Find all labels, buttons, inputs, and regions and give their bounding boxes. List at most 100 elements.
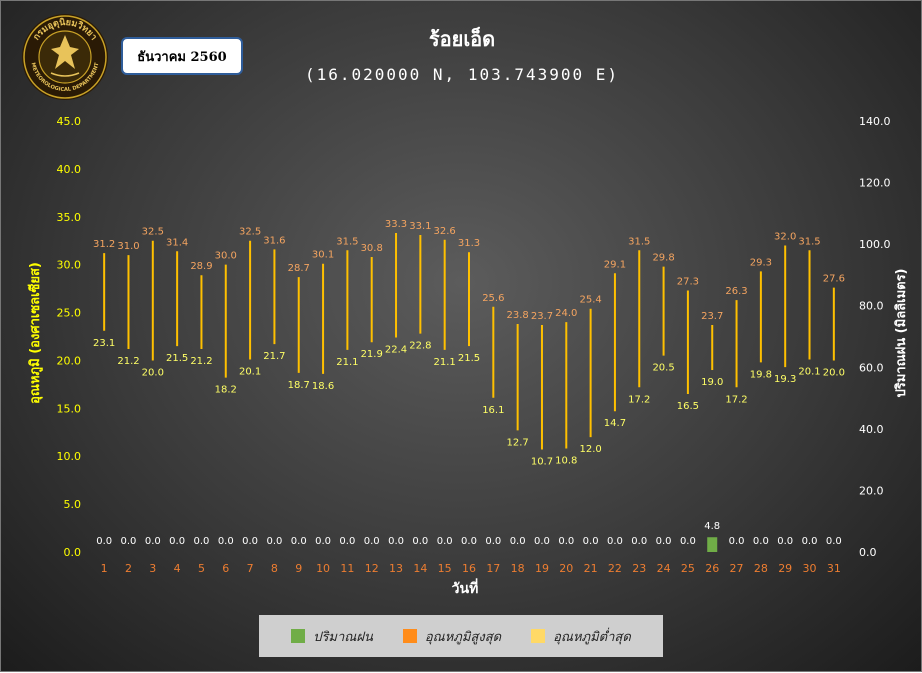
rain-value-label: 0.0: [729, 536, 745, 547]
min-temp-label: 21.5: [458, 353, 480, 364]
x-tick-label: 7: [247, 562, 254, 575]
legend-item-min: อุณหภูมิต่ำสุด: [531, 626, 631, 647]
legend-label-max: อุณหภูมิสูงสุด: [424, 629, 502, 645]
min-temp-label: 19.8: [750, 369, 772, 380]
legend-swatch-min: [531, 629, 546, 643]
rain-value-label: 0.0: [826, 536, 842, 547]
x-tick-label: 9: [295, 562, 302, 575]
x-tick-label: 8: [271, 562, 278, 575]
rain-value-label: 0.0: [339, 536, 355, 547]
min-temp-label: 21.1: [336, 357, 358, 368]
y-tick-left: 15.0: [57, 402, 82, 415]
y-tick-right: 120.0: [859, 177, 891, 190]
max-temp-label: 29.8: [652, 253, 674, 264]
max-temp-label: 26.3: [725, 286, 747, 297]
min-temp-label: 16.5: [677, 401, 699, 412]
max-temp-label: 31.3: [458, 238, 480, 249]
rain-value-label: 0.0: [753, 536, 769, 547]
legend: ปริมาณฝน อุณหภูมิสูงสุด อุณหภูมิต่ำสุด: [259, 615, 663, 657]
y-tick-left: 45.0: [57, 115, 82, 128]
rain-value-label: 0.0: [461, 536, 477, 547]
min-temp-label: 22.8: [409, 341, 431, 352]
rain-value-label: 0.0: [558, 536, 574, 547]
rain-value-label: 0.0: [607, 536, 623, 547]
rain-value-label: 0.0: [169, 536, 185, 547]
max-temp-label: 29.1: [604, 259, 626, 270]
min-temp-label: 20.1: [239, 366, 261, 377]
rain-value-label: 0.0: [510, 536, 526, 547]
min-temp-label: 12.7: [507, 437, 529, 448]
logo-emblem: [51, 35, 79, 69]
min-temp-label: 20.5: [652, 363, 674, 374]
y-axis-right-label: ปริมาณฝน (มิลลิเมตร): [894, 268, 909, 397]
legend-label-rain: ปริมาณฝน: [313, 629, 373, 645]
rain-value-label: 0.0: [802, 536, 818, 547]
max-temp-label: 29.3: [750, 257, 772, 268]
max-temp-label: 31.5: [336, 236, 358, 247]
max-temp-label: 30.1: [312, 250, 334, 261]
min-temp-label: 21.2: [190, 356, 212, 367]
legend-swatch-rain: [291, 629, 306, 643]
x-tick-label: 18: [511, 562, 525, 575]
min-temp-label: 21.1: [434, 357, 456, 368]
max-temp-label: 23.7: [701, 311, 723, 322]
max-temp-label: 32.6: [434, 226, 456, 237]
legend-swatch-max: [402, 629, 417, 643]
x-tick-label: 11: [340, 562, 354, 575]
legend-item-rain: ปริมาณฝน: [291, 626, 373, 647]
max-temp-label: 31.4: [166, 237, 188, 248]
min-temp-label: 18.2: [215, 385, 237, 396]
max-temp-label: 27.3: [677, 277, 699, 288]
rain-value-label: 0.0: [388, 536, 404, 547]
max-temp-label: 23.7: [531, 311, 553, 322]
min-temp-label: 20.0: [823, 367, 845, 378]
y-tick-left: 40.0: [57, 163, 82, 176]
rain-bar: [707, 537, 718, 552]
max-temp-label: 31.2: [93, 239, 115, 250]
max-temp-label: 25.4: [579, 295, 601, 306]
y-tick-left: 30.0: [57, 259, 82, 272]
max-temp-label: 32.5: [142, 227, 164, 238]
min-temp-label: 18.6: [312, 381, 334, 392]
x-tick-label: 31: [827, 562, 841, 575]
min-temp-label: 21.2: [117, 356, 139, 367]
max-temp-label: 32.0: [774, 232, 796, 243]
x-tick-label: 29: [778, 562, 792, 575]
chart-title: ร้อยเอ็ด: [428, 27, 496, 51]
max-temp-label: 33.1: [409, 221, 431, 232]
x-tick-label: 10: [316, 562, 330, 575]
min-temp-label: 21.7: [263, 351, 285, 362]
min-temp-label: 23.1: [93, 338, 115, 349]
x-tick-label: 19: [535, 562, 549, 575]
min-temp-label: 10.7: [531, 457, 553, 468]
max-temp-label: 25.6: [482, 293, 504, 304]
rain-value-label: 0.0: [656, 536, 672, 547]
min-temp-label: 10.8: [555, 456, 577, 467]
rain-value-label: 0.0: [631, 536, 647, 547]
rain-value-label: 0.0: [96, 536, 112, 547]
rain-value-label: 0.0: [218, 536, 234, 547]
x-tick-label: 2: [125, 562, 132, 575]
x-tick-label: 26: [705, 562, 719, 575]
x-tick-label: 13: [389, 562, 403, 575]
rain-value-label: 0.0: [412, 536, 428, 547]
legend-item-max: อุณหภูมิสูงสุด: [402, 626, 502, 647]
rain-value-label: 0.0: [145, 536, 161, 547]
department-logo: กรมอุตุนิยมวิทยา METEOROLOGICAL DEPARTME…: [22, 14, 108, 100]
min-temp-label: 21.5: [166, 353, 188, 364]
y-tick-left: 20.0: [57, 354, 82, 367]
max-temp-label: 31.5: [628, 236, 650, 247]
x-tick-label: 27: [730, 562, 744, 575]
x-tick-label: 20: [559, 562, 573, 575]
max-temp-label: 28.9: [190, 261, 212, 272]
x-tick-label: 25: [681, 562, 695, 575]
x-tick-label: 22: [608, 562, 622, 575]
rain-value-label: 0.0: [680, 536, 696, 547]
min-temp-label: 17.2: [725, 394, 747, 405]
y-tick-right: 60.0: [859, 361, 884, 374]
rain-value-label: 0.0: [437, 536, 453, 547]
min-temp-label: 12.0: [579, 444, 601, 455]
y-tick-left: 5.0: [64, 498, 82, 511]
